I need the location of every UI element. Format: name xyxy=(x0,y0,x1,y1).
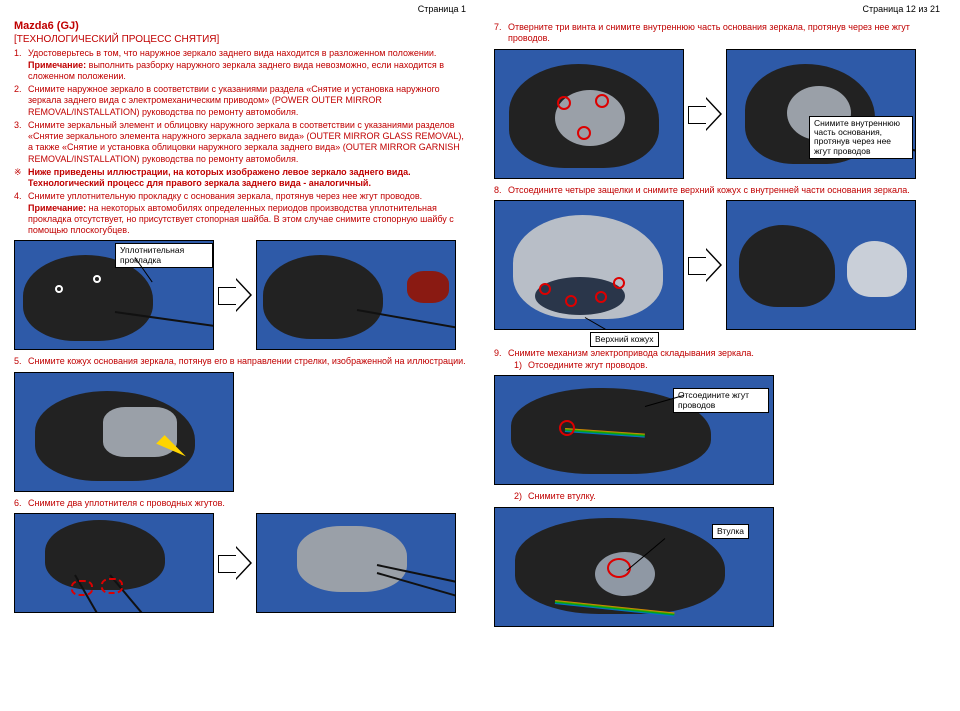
callout-upper-cover: Верхний кожух xyxy=(590,332,659,347)
step-number: 8. xyxy=(494,185,502,196)
arrow-icon xyxy=(688,89,722,139)
note-text: на некоторых автомобилях определенных пе… xyxy=(28,203,454,236)
figure-row-step7: Снимите внутреннюю часть основания, прот… xyxy=(494,49,950,179)
photo-step5 xyxy=(14,372,234,492)
photo-step6-after xyxy=(256,513,456,613)
step-9: 9. Снимите механизм электропривода склад… xyxy=(494,348,950,372)
step-number: 4. xyxy=(14,191,22,202)
callout-gasket: Уплотнительная прокладка xyxy=(115,243,213,268)
star-note: ※ Ниже приведены иллюстрации, на которых… xyxy=(14,167,470,190)
step-number: 9. xyxy=(494,348,502,359)
page-right: Страница 12 из 21 7. Отверните три винта… xyxy=(480,0,960,711)
section-title: [ТЕХНОЛОГИЧЕСКИЙ ПРОЦЕСС СНЯТИЯ] xyxy=(14,34,470,47)
callout-inner-base: Снимите внутреннюю часть основания, прот… xyxy=(809,116,913,159)
figure-row-step4: Уплотнительная прокладка xyxy=(14,240,470,350)
note-label: Примечание: xyxy=(28,203,86,213)
substep-text: Отсоедините жгут проводов. xyxy=(528,360,648,370)
figure-row-step9-2: Втулка xyxy=(494,507,950,627)
step-8: 8. Отсоедините четыре защелки и снимите … xyxy=(494,185,950,196)
step-text: Снимите наружное зеркало в соответствии … xyxy=(28,84,440,117)
figure-row-step8: Верхний кожух xyxy=(494,200,950,330)
step-text: Отверните три винта и снимите внутреннюю… xyxy=(508,22,910,43)
substep-number: 1) xyxy=(514,360,522,371)
photo-step7-before xyxy=(494,49,684,179)
figure-row-step6 xyxy=(14,513,470,613)
step-text: Удостоверьтесь в том, что наружное зерка… xyxy=(28,48,436,58)
note-text: выполнить разборку наружного зеркала зад… xyxy=(28,60,444,81)
callout-bushing: Втулка xyxy=(712,524,749,539)
step-number: 7. xyxy=(494,22,502,33)
step-number: 6. xyxy=(14,498,22,509)
page-left: Страница 1 Mazda6 (GJ) [ТЕХНОЛОГИЧЕСКИЙ … xyxy=(0,0,480,711)
step-number: 3. xyxy=(14,120,22,131)
figure-row-step9-1: Отсоедините жгут проводов xyxy=(494,375,950,485)
photo-step9-2: Втулка xyxy=(494,507,774,627)
step-number: 1. xyxy=(14,48,22,59)
substep-text: Снимите втулку. xyxy=(528,491,596,501)
step-1: 1. Удостоверьтесь в том, что наружное зе… xyxy=(14,48,470,82)
model-title: Mazda6 (GJ) xyxy=(14,20,470,34)
step-2: 2. Снимите наружное зеркало в соответств… xyxy=(14,84,470,118)
star-marker: ※ xyxy=(14,167,22,178)
star-line1: Ниже приведены иллюстрации, на которых и… xyxy=(28,167,411,177)
step-text: Снимите кожух основания зеркала, потянув… xyxy=(28,356,466,366)
note-label: Примечание: xyxy=(28,60,86,70)
arrow-icon xyxy=(218,538,252,588)
step-6: 6. Снимите два уплотнителя с проводных ж… xyxy=(14,498,470,509)
photo-step8-before xyxy=(494,200,684,330)
step-3: 3. Снимите зеркальный элемент и облицовк… xyxy=(14,120,470,165)
substep-number: 2) xyxy=(514,491,522,502)
step-5: 5. Снимите кожух основания зеркала, потя… xyxy=(14,356,470,367)
step-text: Снимите два уплотнителя с проводных жгут… xyxy=(28,498,225,508)
step-text: Отсоедините четыре защелки и снимите вер… xyxy=(508,185,910,195)
page-spread: Страница 1 Mazda6 (GJ) [ТЕХНОЛОГИЧЕСКИЙ … xyxy=(0,0,960,711)
photo-step4-before: Уплотнительная прокладка xyxy=(14,240,214,350)
step-text: Снимите зеркальный элемент и облицовку н… xyxy=(28,120,464,164)
arrow-icon xyxy=(218,270,252,320)
photo-step9-1: Отсоедините жгут проводов xyxy=(494,375,774,485)
figure-row-step5 xyxy=(14,372,470,492)
step-text: Снимите механизм электропривода складыва… xyxy=(508,348,754,358)
page-number-left: Страница 1 xyxy=(418,4,466,15)
photo-step8-after xyxy=(726,200,916,330)
step-7: 7. Отверните три винта и снимите внутрен… xyxy=(494,22,950,45)
step-number: 5. xyxy=(14,356,22,367)
photo-step4-after xyxy=(256,240,456,350)
callout-disconnect-harness: Отсоедините жгут проводов xyxy=(673,388,769,413)
arrow-icon xyxy=(688,240,722,290)
star-line2: Технологический процесс для правого зерк… xyxy=(28,178,371,188)
step-text: Снимите уплотнительную прокладку с основ… xyxy=(28,191,422,201)
photo-step6-before xyxy=(14,513,214,613)
step-number: 2. xyxy=(14,84,22,95)
page-number-right: Страница 12 из 21 xyxy=(863,4,940,15)
photo-step7-after: Снимите внутреннюю часть основания, прот… xyxy=(726,49,916,179)
step-4: 4. Снимите уплотнительную прокладку с ос… xyxy=(14,191,470,236)
